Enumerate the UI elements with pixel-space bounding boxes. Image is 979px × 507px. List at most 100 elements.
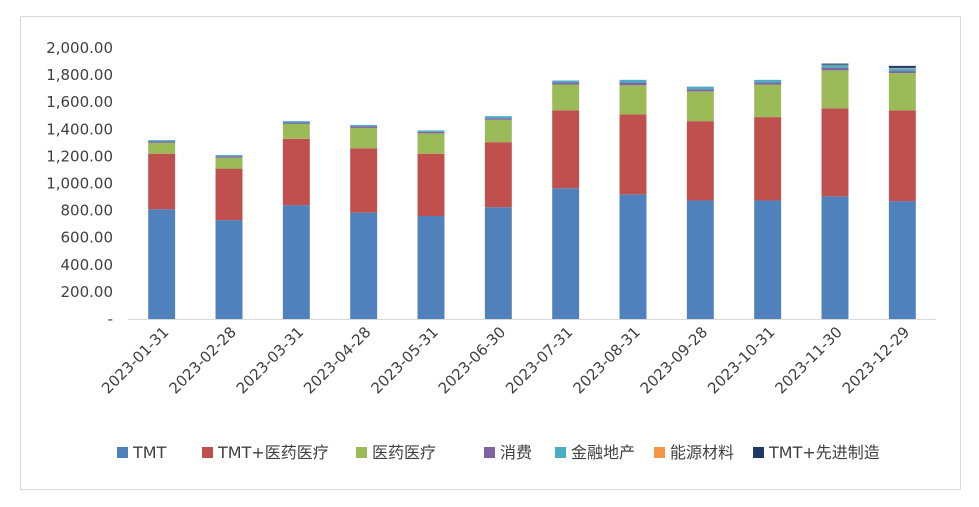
bar-segment-4-2023-01-31 [148,141,176,143]
legend-label-1: TMT [132,443,167,462]
bar-segment-1-2023-01-31 [148,209,176,319]
bar-segment-3-2023-07-31 [552,84,580,111]
bar-segment-3-2023-03-31 [282,123,310,139]
bar-segment-1-2023-02-28 [215,220,243,319]
bar-segment-2-2023-09-28 [686,121,714,201]
bar-segment-2-2023-03-31 [282,138,310,206]
bar-segment-2-2023-08-31 [619,114,647,195]
bar-segment-4-2023-04-28 [350,126,378,128]
bar-segment-4-2023-12-29 [888,71,916,74]
bar-segment-2-2023-11-30 [821,108,849,197]
x-tick-label: 2023-01-31 [98,323,172,397]
x-tick-label: 2023-02-28 [165,323,239,397]
x-tick-label: 2023-08-31 [569,323,643,397]
bar-segment-3-2023-09-28 [686,91,714,122]
bar-segment-4-2023-08-31 [619,82,647,86]
bar-segment-5-2023-01-31 [148,140,176,142]
bar-segment-2-2023-04-28 [350,148,378,213]
bar-segment-4-2023-03-31 [282,122,310,124]
bar-segment-3-2023-08-31 [619,85,647,115]
bar-segment-2-2023-06-30 [484,142,512,208]
legend-label-2: TMT+医药医疗 [217,443,329,462]
bar-segment-4-2023-09-28 [686,89,714,92]
bar-segment-1-2023-11-30 [821,196,849,319]
bar-segment-4-2023-11-30 [821,67,849,71]
bar-segment-3-2023-12-29 [888,73,916,111]
bar-segment-5-2023-09-28 [686,86,714,90]
bar-segment-1-2023-05-31 [417,216,445,319]
stacked-bar-chart: - 200.00 400.00 600.00 800.00 1,000.00 1,200.0… [46,39,936,462]
bar-segment-2-2023-07-31 [552,110,580,189]
bar-segment-7-2023-11-30 [821,63,849,65]
y-tick-label: - [108,310,113,328]
x-tick-label: 2023-07-31 [502,323,576,397]
bar-segment-2-2023-01-31 [148,153,176,210]
legend-swatch-1 [117,447,128,458]
bar-segment-1-2023-04-28 [350,212,378,319]
bar-segment-4-2023-10-31 [754,82,782,85]
bar-segment-1-2023-06-30 [484,207,512,319]
bar-segment-5-2023-03-31 [282,121,310,123]
legend-label-4: 消费 [500,443,532,462]
x-tick-label: 2023-05-31 [367,323,441,397]
bar-segment-1-2023-09-28 [686,200,714,319]
bar-segment-2-2023-10-31 [754,117,782,201]
bar-segment-5-2023-11-30 [821,64,849,68]
y-tick-label: 1,600.00 [46,93,113,111]
bar-segment-5-2023-12-29 [888,68,916,72]
y-tick-label: 1,200.00 [46,147,113,165]
legend-label-6: 能源材料 [670,443,734,462]
bar-segment-3-2023-10-31 [754,84,782,118]
legend-swatch-3 [356,447,367,458]
bar-segment-4-2023-07-31 [552,82,580,85]
bar-segment-5-2023-04-28 [350,124,378,127]
bar-segment-3-2023-11-30 [821,70,849,109]
bar-segment-5-2023-10-31 [754,79,782,83]
legend-label-5: 金融地产 [571,443,635,462]
x-axis: 2023-01-312023-02-282023-03-312023-04-28… [98,319,936,397]
chart-frame: - 200.00 400.00 600.00 800.00 1,000.00 1,200.0… [20,16,961,490]
legend-swatch-7 [753,447,764,458]
bar-segment-5-2023-05-31 [417,130,445,132]
bar-segment-2-2023-12-29 [888,110,916,202]
y-tick-label: 1,400.00 [46,120,113,138]
y-tick-label: 1,800.00 [46,66,113,84]
legend-label-3: 医药医疗 [372,443,436,462]
bar-segment-5-2023-02-28 [215,155,243,157]
x-tick-label: 2023-03-31 [233,323,307,397]
bar-segment-1-2023-12-29 [888,201,916,319]
legend-swatch-2 [202,447,213,458]
legend-label-7: TMT+先进制造 [768,443,880,462]
bar-segment-2-2023-02-28 [215,168,243,221]
y-tick-label: 600.00 [61,229,114,247]
x-tick-label: 2023-12-29 [839,323,913,397]
x-tick-label: 2023-09-28 [637,323,711,397]
y-tick-label: 200.00 [61,283,114,301]
bar-segment-2-2023-05-31 [417,153,445,217]
legend-swatch-6 [654,447,665,458]
x-tick-label: 2023-10-31 [704,323,778,397]
bar-segment-1-2023-10-31 [754,200,782,319]
bar-segment-3-2023-02-28 [215,157,243,169]
bar-segment-5-2023-07-31 [552,80,580,83]
legend-swatch-4 [484,447,495,458]
bar-segment-5-2023-08-31 [619,79,647,83]
bar-segment-1-2023-07-31 [552,188,580,319]
y-axis: - 200.00 400.00 600.00 800.00 1,000.00 1,200.0… [46,39,113,328]
legend-swatch-5 [555,447,566,458]
legend: TMT TMT+医药医疗 医药医疗 消费 金融地产 能源材料 TMT+先进制造 [117,443,880,462]
bar-segment-3-2023-06-30 [484,119,512,143]
bar-segment-7-2023-12-29 [888,65,916,68]
y-tick-label: 2,000.00 [46,39,113,57]
bar-segment-1-2023-08-31 [619,194,647,319]
y-tick-label: 1,000.00 [46,175,113,193]
bar-segment-1-2023-03-31 [282,205,310,319]
bar-segment-5-2023-06-30 [484,116,512,119]
y-tick-label: 400.00 [61,256,114,274]
bar-segment-3-2023-05-31 [417,133,445,154]
x-tick-label: 2023-04-28 [300,323,374,397]
bar-segment-4-2023-02-28 [215,156,243,158]
bar-segment-3-2023-01-31 [148,142,176,154]
y-tick-label: 800.00 [61,202,114,220]
x-tick-label: 2023-11-30 [771,323,845,397]
